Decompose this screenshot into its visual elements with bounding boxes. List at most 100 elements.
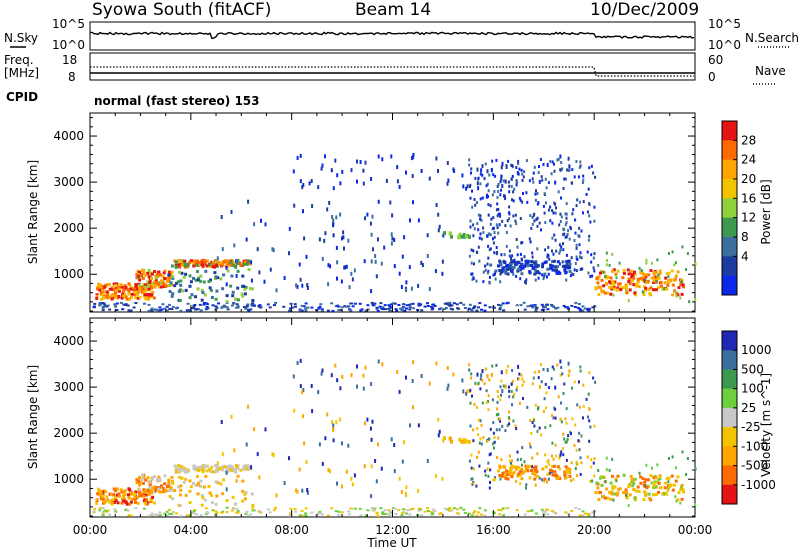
echo-point xyxy=(205,464,209,468)
echo-point xyxy=(625,496,629,500)
echo-point xyxy=(503,269,507,273)
colorbar-tick-label: 100 xyxy=(741,382,764,396)
echo-point xyxy=(171,274,174,278)
echo-point xyxy=(546,255,549,259)
echo-point xyxy=(554,385,557,390)
echo-point xyxy=(525,191,528,195)
echo-point xyxy=(384,513,388,516)
echo-point xyxy=(298,467,301,472)
echo-point xyxy=(497,395,500,398)
echo-point xyxy=(518,372,521,376)
echo-point xyxy=(150,307,154,310)
echo-point xyxy=(575,243,578,247)
echo-point xyxy=(390,514,393,517)
echo-point xyxy=(113,291,117,295)
echo-point xyxy=(496,195,499,199)
colorbar-tick-label: -25 xyxy=(741,420,761,434)
echo-point xyxy=(477,228,480,232)
echo-point xyxy=(597,264,600,267)
echo-point xyxy=(447,383,450,388)
echo-point xyxy=(101,305,105,308)
echo-point xyxy=(544,426,547,429)
echo-point xyxy=(242,467,246,471)
echo-point xyxy=(563,470,567,474)
echo-point xyxy=(606,259,609,262)
echo-point xyxy=(557,157,560,161)
echo-point xyxy=(501,389,504,393)
echo-point xyxy=(459,301,463,304)
echo-point xyxy=(141,276,145,280)
echo-point xyxy=(531,382,534,386)
echo-point xyxy=(593,474,596,478)
echo-point xyxy=(223,305,227,308)
echo-point xyxy=(673,483,677,487)
echo-point xyxy=(95,296,99,300)
echo-point xyxy=(536,475,540,478)
echo-point xyxy=(559,359,562,364)
echo-point xyxy=(197,308,201,311)
echo-point xyxy=(499,385,502,389)
echo-point xyxy=(256,247,259,252)
echo-point xyxy=(188,479,192,483)
echo-point xyxy=(370,464,373,469)
echo-point xyxy=(498,223,501,227)
echo-point xyxy=(120,490,124,494)
echo-point xyxy=(380,466,383,471)
echo-point xyxy=(541,478,544,482)
echo-point xyxy=(644,273,648,277)
echo-point xyxy=(381,362,384,367)
echo-point xyxy=(538,271,541,275)
echo-point xyxy=(631,484,635,488)
echo-point xyxy=(411,507,415,510)
echo-point xyxy=(613,280,617,284)
echo-point xyxy=(242,262,246,266)
echo-point xyxy=(559,212,562,216)
echo-point xyxy=(534,512,538,515)
echo-point xyxy=(622,473,626,477)
echo-point xyxy=(332,427,335,432)
echo-point xyxy=(544,465,548,469)
echo-point xyxy=(236,464,238,469)
echo-point xyxy=(546,253,549,257)
echo-point xyxy=(493,436,496,439)
echo-point xyxy=(178,299,182,303)
colorbar-tick-label: 1000 xyxy=(741,343,772,357)
echo-point xyxy=(381,308,385,311)
echo-point xyxy=(377,359,380,364)
echo-point xyxy=(551,160,554,164)
echo-point xyxy=(600,289,604,293)
echo-point xyxy=(403,309,407,312)
echo-point xyxy=(175,265,179,269)
echo-point xyxy=(150,277,153,280)
echo-point xyxy=(398,184,401,189)
echo-point xyxy=(508,254,511,258)
echo-point xyxy=(506,267,509,271)
echo-point xyxy=(306,285,309,290)
colorbar-tick-label: 16 xyxy=(741,191,756,205)
echo-point xyxy=(299,358,302,363)
echo-point xyxy=(412,307,416,310)
echo-point xyxy=(622,491,626,494)
echo-point xyxy=(508,395,511,399)
echo-point xyxy=(612,285,616,289)
echo-point xyxy=(579,365,582,369)
echo-point xyxy=(540,309,544,311)
echo-point xyxy=(179,309,183,312)
echo-point xyxy=(496,185,499,188)
echo-point xyxy=(129,309,133,312)
echo-point xyxy=(452,372,455,377)
echo-point xyxy=(573,175,576,179)
echo-point xyxy=(556,306,560,309)
echo-point xyxy=(148,486,152,490)
echo-point xyxy=(556,465,560,469)
echo-point xyxy=(564,270,568,274)
echo-point xyxy=(547,477,550,481)
echo-point xyxy=(340,306,344,309)
echo-point xyxy=(220,306,224,309)
colorbar-tick-label: 4 xyxy=(741,249,749,263)
echo-point xyxy=(467,512,471,515)
echo-point xyxy=(499,398,502,402)
echo-point xyxy=(519,482,522,486)
echo-point xyxy=(613,485,617,489)
